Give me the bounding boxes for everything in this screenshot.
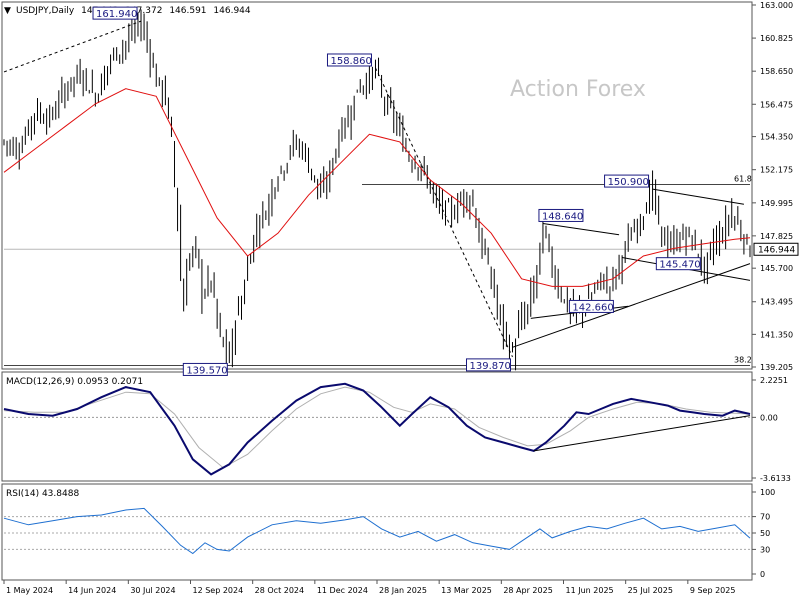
price-tick-label: 156.475 — [760, 100, 793, 109]
annotation-box — [182, 362, 228, 376]
macd-main-line — [3, 382, 751, 476]
fib-level-label: 61.8 — [734, 175, 752, 184]
time-tick-label: 12 Sep 2024 — [193, 586, 244, 595]
dashed-trend-line — [3, 20, 142, 73]
macd-label: MACD(12,26,9) 0.0953 0.2071 — [6, 377, 143, 387]
rsi-line — [3, 507, 751, 555]
swing-annotation: 139.870 — [465, 358, 511, 372]
fib-level-label: 38.2 — [734, 356, 752, 365]
time-tick-label: 14 Jun 2024 — [68, 586, 116, 595]
wedge-upper-line — [652, 188, 744, 205]
annotation-box — [604, 174, 650, 188]
annotation-label: 158.860 — [330, 56, 371, 67]
macd-trend-line — [533, 415, 751, 452]
annotation-box — [568, 299, 614, 313]
current-price-label: 146.944 — [758, 245, 795, 255]
annotation-box — [326, 53, 372, 67]
current-price-box — [753, 242, 799, 256]
rsi-tick-label: 0 — [760, 570, 765, 579]
swing-annotations: 161.940 139.570 158.860 139.870 148.640 142.6… — [92, 6, 701, 376]
watermark: Action Forex — [510, 77, 646, 102]
rsi-label: RSI(14) 43.8488 — [6, 489, 79, 499]
macd-panel-frame — [1, 371, 753, 482]
rsi-tick-label: 100 — [760, 488, 775, 497]
swing-annotation: 158.860 — [326, 53, 372, 67]
price-tick-label: 152.175 — [760, 166, 793, 175]
price-bars — [3, 9, 751, 371]
swing-annotation: 161.940 — [92, 6, 138, 20]
dashed-trend-line — [375, 67, 513, 358]
triangle-upper-line — [542, 222, 620, 236]
annotation-label: 145.470 — [659, 260, 700, 271]
main-panel-frame — [1, 1, 753, 370]
swing-annotation: 148.640 — [538, 208, 584, 222]
annotation-label: 148.640 — [542, 211, 583, 222]
time-tick-label: 9 Sep 2025 — [690, 586, 736, 595]
macd-tick-label: -3.6133 — [760, 474, 791, 483]
time-tick-label: 28 Jan 2025 — [379, 586, 427, 595]
symbol: USDJPY,Daily — [16, 6, 75, 16]
fibonacci-levels: 61.8 38.2 — [4, 175, 752, 367]
price-tick-label: 158.650 — [760, 67, 793, 76]
time-tick-label: 13 Mar 2025 — [441, 586, 492, 595]
price-tick-label: 160.825 — [760, 34, 793, 43]
swing-annotation: 145.470 — [655, 257, 701, 271]
time-tick-label: 30 Jul 2024 — [130, 586, 175, 595]
annotation-label: 139.570 — [186, 365, 227, 376]
rsi-axis: 100 70 50 30 0 — [4, 488, 775, 579]
annotation-box — [465, 358, 511, 372]
time-tick-label: 11 Jun 2025 — [566, 586, 614, 595]
price-tick-label: 143.495 — [760, 298, 793, 307]
annotation-box — [538, 208, 584, 222]
close-value: 146.944 — [213, 6, 250, 16]
time-tick-label: 1 May 2024 — [6, 586, 53, 595]
moving-average-line — [3, 88, 751, 287]
time-axis: 1 May 2024 14 Jun 2024 30 Jul 2024 12 Sep 2… — [3, 580, 736, 595]
rising-support-line — [512, 263, 751, 348]
ohlc-header-triangle: ▼ — [4, 6, 11, 16]
price-tick-label: 145.700 — [760, 264, 793, 273]
time-tick-label: 11 Dec 2024 — [317, 586, 368, 595]
rsi-tick-label: 50 — [760, 529, 770, 538]
price-axis: 163.000 160.825 158.650 156.475 154.350 152.1… — [752, 1, 793, 372]
price-tick-label: 154.350 — [760, 133, 793, 142]
price-tick-label: 141.350 — [760, 330, 793, 339]
rsi-tick-label: 70 — [760, 513, 770, 522]
price-tick-label: 139.205 — [760, 363, 793, 372]
macd-axis: 2.2251 0.00 -3.6133 — [4, 376, 791, 483]
swing-annotation: 139.570 — [182, 362, 228, 376]
annotation-label: 139.870 — [469, 361, 510, 372]
annotation-box — [92, 6, 138, 20]
time-tick-label: 25 Jul 2025 — [628, 586, 673, 595]
price-tick-label: 163.000 — [760, 1, 793, 10]
time-tick-label: 28 Apr 2025 — [503, 586, 552, 595]
swing-annotation: 142.660 — [568, 299, 614, 313]
macd-tick-label: 0.00 — [760, 413, 778, 422]
price-tick-label: 147.825 — [760, 232, 793, 241]
low-value: 146.591 — [169, 6, 206, 16]
annotation-label: 150.900 — [608, 177, 649, 188]
annotation-label: 161.940 — [96, 9, 137, 20]
macd-support-line — [533, 415, 751, 452]
annotation-box — [655, 257, 701, 271]
rsi-tick-label: 30 — [760, 545, 770, 554]
time-tick-label: 28 Oct 2024 — [255, 586, 304, 595]
swing-annotation: 150.900 — [604, 174, 650, 188]
high-value: 147.372 — [125, 6, 162, 16]
current-price-tag: 146.944 — [753, 242, 799, 256]
annotation-label: 142.660 — [572, 302, 613, 313]
macd-tick-label: 2.2251 — [760, 376, 788, 385]
price-tick-label: 149.995 — [760, 199, 793, 208]
